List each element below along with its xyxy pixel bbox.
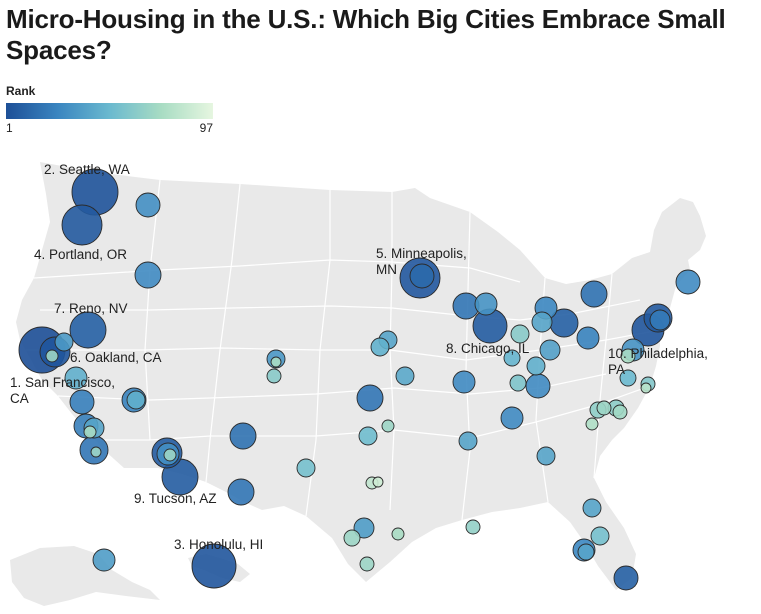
city-bubble[interactable]	[510, 324, 530, 344]
city-labels: 2. Seattle, WA 4. Portland, OR 7. Reno, NV…	[10, 162, 708, 552]
label-tucson: 9. Tucson, AZ	[134, 491, 217, 506]
label-line: 7. Reno, NV	[54, 301, 128, 316]
label-portland: 4. Portland, OR	[34, 247, 127, 262]
city-bubble[interactable]	[83, 425, 97, 439]
city-bubble[interactable]	[536, 446, 556, 466]
state-border	[205, 183, 241, 483]
label-seattle: 2. Seattle, WA	[44, 162, 130, 177]
city-bubble[interactable]	[45, 349, 59, 363]
city-bubbles	[18, 168, 701, 591]
city-bubble[interactable]	[359, 556, 375, 572]
city-bubble[interactable]	[580, 280, 608, 308]
city-bubble[interactable]	[452, 370, 476, 394]
label-line: PA	[608, 362, 625, 377]
legend-labels: 1 97	[6, 121, 213, 137]
label-line: 3. Honolulu, HI	[174, 537, 263, 552]
city-bubble[interactable]	[585, 417, 599, 431]
city-bubble[interactable]	[270, 356, 282, 368]
city-bubble[interactable]	[370, 337, 390, 357]
city-bubble[interactable]	[613, 565, 639, 591]
city-bubble[interactable]	[356, 384, 384, 412]
honolulu-bubble[interactable]	[191, 543, 237, 589]
label-line: 4. Portland, OR	[34, 247, 127, 262]
label-line: 6. Oakland, CA	[70, 350, 162, 365]
city-bubble[interactable]	[649, 309, 671, 331]
label-line: 9. Tucson, AZ	[134, 491, 217, 506]
label-chicago: 8. Chicago, IL	[446, 341, 530, 356]
legend-color-bar	[6, 103, 213, 119]
rank-legend: Rank 1 97	[6, 84, 218, 137]
city-bubble[interactable]	[582, 498, 602, 518]
city-bubble[interactable]	[266, 368, 282, 384]
city-bubble[interactable]	[409, 263, 435, 289]
city-bubble[interactable]	[509, 374, 527, 392]
label-line: 8. Chicago, IL	[446, 341, 530, 356]
portland-bubble[interactable]	[61, 204, 103, 246]
city-bubble[interactable]	[64, 366, 88, 390]
legend-title: Rank	[6, 84, 36, 98]
reno-bubble[interactable]	[69, 311, 107, 349]
label-line: 5. Minneapolis,	[376, 246, 467, 261]
label-sf: 1. San Francisco, CA	[10, 375, 115, 406]
city-bubble[interactable]	[525, 373, 551, 399]
label-minneapolis: 5. Minneapolis, MN	[376, 246, 467, 277]
us-map: 2. Seattle, WA 4. Portland, OR 7. Reno, NV…	[10, 162, 708, 606]
city-bubble[interactable]	[465, 519, 481, 535]
label-line: MN	[376, 262, 397, 277]
city-bubble[interactable]	[474, 292, 498, 316]
city-bubble[interactable]	[227, 478, 255, 506]
label-philadelphia: 10. Philadelphia, PA	[608, 346, 708, 377]
city-bubble[interactable]	[577, 543, 595, 561]
city-bubble[interactable]	[90, 446, 102, 458]
label-line: 1. San Francisco,	[10, 375, 115, 390]
city-bubble[interactable]	[596, 400, 612, 416]
city-bubble[interactable]	[358, 426, 378, 446]
city-bubble[interactable]	[526, 356, 546, 376]
city-bubble[interactable]	[54, 332, 74, 352]
city-bubble[interactable]	[353, 517, 375, 539]
city-bubble[interactable]	[372, 476, 384, 488]
city-bubble[interactable]	[69, 389, 95, 415]
legend-min-label: 1	[6, 121, 13, 135]
city-bubble[interactable]	[296, 458, 316, 478]
label-reno: 7. Reno, NV	[54, 301, 128, 316]
city-bubble[interactable]	[134, 261, 162, 289]
city-bubble[interactable]	[458, 431, 478, 451]
city-bubble[interactable]	[620, 348, 636, 364]
city-bubble[interactable]	[612, 404, 628, 420]
label-line: 2. Seattle, WA	[44, 162, 130, 177]
label-line: 10. Philadelphia,	[608, 346, 708, 361]
label-oakland: 6. Oakland, CA	[70, 350, 162, 365]
legend-max-label: 97	[199, 121, 213, 135]
city-bubble[interactable]	[675, 269, 701, 295]
city-bubble[interactable]	[391, 527, 405, 541]
chart-title: Micro-Housing in the U.S.: Which Big Cit…	[6, 4, 726, 65]
alaska-shape	[10, 546, 160, 606]
city-bubble[interactable]	[619, 369, 637, 387]
city-bubble[interactable]	[135, 192, 161, 218]
label-line: CA	[10, 391, 29, 406]
city-bubble[interactable]	[381, 419, 395, 433]
city-bubble[interactable]	[590, 526, 610, 546]
city-bubble[interactable]	[343, 529, 361, 547]
city-bubble[interactable]	[395, 366, 415, 386]
label-honolulu: 3. Honolulu, HI	[174, 537, 263, 552]
state-border	[461, 211, 471, 521]
city-bubble[interactable]	[539, 339, 561, 361]
city-bubble[interactable]	[229, 422, 257, 450]
city-bubble[interactable]	[640, 382, 652, 394]
city-bubble[interactable]	[163, 448, 177, 462]
city-bubble[interactable]	[576, 326, 600, 350]
city-bubble[interactable]	[531, 311, 553, 333]
city-bubble[interactable]	[500, 406, 524, 430]
city-bubble[interactable]	[126, 390, 146, 410]
state-border	[593, 273, 613, 479]
city-bubble[interactable]	[92, 548, 116, 572]
city-bubble[interactable]	[503, 349, 521, 367]
